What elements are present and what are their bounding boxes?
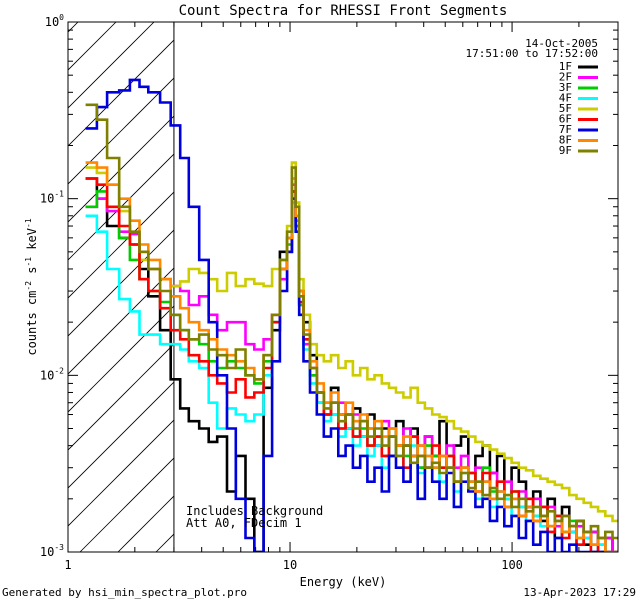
y-tick-label: 10-1 xyxy=(40,190,64,206)
y-tick-label: 10-2 xyxy=(40,366,64,382)
hatch-line xyxy=(68,419,174,527)
legend-label-4f: 4F xyxy=(559,92,572,105)
legend-label-1f: 1F xyxy=(559,60,572,73)
hatch-line xyxy=(68,191,174,299)
hatch-line xyxy=(79,457,174,552)
legend-date: 14-Oct-2005 xyxy=(525,37,598,50)
x-axis-label: Energy (keV) xyxy=(300,575,387,589)
x-tick-label: 1 xyxy=(64,558,71,572)
footer-generated-by: Generated by hsi_min_spectra_plot.pro xyxy=(2,586,247,599)
legend-label-9f: 9F xyxy=(559,144,572,157)
plot-frame xyxy=(67,21,619,553)
hatch-line xyxy=(232,0,640,552)
series-line-9f xyxy=(85,103,618,540)
legend-label-6f: 6F xyxy=(559,113,572,126)
y-tick-label: 10-3 xyxy=(40,543,64,559)
legend-label-2f: 2F xyxy=(559,71,572,84)
chart-title: Count Spectra for RHESSI Front Segments xyxy=(179,3,508,19)
x-tick-label: 10 xyxy=(283,558,297,572)
y-tick-label: 100 xyxy=(45,13,64,29)
hatch-line xyxy=(68,22,79,33)
shaded-low-energy-region xyxy=(68,0,640,552)
annotation-background: Includes Background xyxy=(186,504,323,518)
hatch-line xyxy=(68,229,174,337)
y-axis-label: counts cm-2 s-1 keV-1 xyxy=(24,218,39,355)
series-line-5f xyxy=(85,161,618,523)
hatch-line xyxy=(68,305,174,413)
hatch-line xyxy=(68,153,174,261)
hatch-line xyxy=(68,22,155,109)
hatch-line xyxy=(68,77,174,185)
legend-label-8f: 8F xyxy=(559,134,572,147)
series-layer xyxy=(85,78,618,552)
series-line-1f xyxy=(85,177,618,552)
legend-label-3f: 3F xyxy=(559,81,572,94)
series-line-7f xyxy=(85,78,618,552)
legend-time-range: 17:51:00 to 17:52:00 xyxy=(466,47,598,60)
annotation-attenuator: Att A0, FDecim 1 xyxy=(186,516,302,530)
footer-timestamp: 13-Apr-2023 17:29 xyxy=(523,586,636,599)
legend-label-7f: 7F xyxy=(559,123,572,136)
hatch-line xyxy=(68,381,174,489)
axis-ticks: 1 10 100 100 10-1 10-2 10-3 xyxy=(40,13,619,572)
series-line-8f xyxy=(85,161,618,552)
legend-label-5f: 5F xyxy=(559,102,572,115)
hatch-line xyxy=(68,267,174,375)
hatch-line xyxy=(68,22,117,71)
x-tick-label: 100 xyxy=(501,558,523,572)
